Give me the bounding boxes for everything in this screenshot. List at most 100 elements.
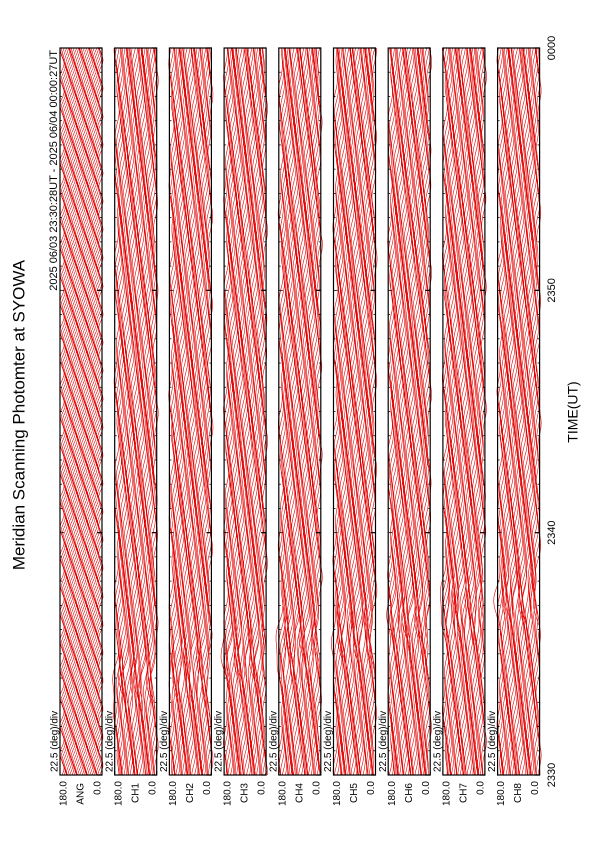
y-tick-label: 0.0 — [530, 781, 541, 795]
trace — [145, 47, 152, 776]
y-tick-label: 180.0 — [332, 781, 343, 806]
trace — [80, 47, 86, 776]
panel-label: CH2 — [185, 783, 196, 803]
trace — [462, 47, 469, 776]
rotated-plot: Meridian Scanning Photomter at SYOWA 202… — [9, 36, 580, 806]
trace — [195, 47, 202, 776]
trace — [399, 47, 406, 776]
trace — [186, 47, 194, 775]
trace — [524, 48, 532, 776]
trace — [235, 47, 243, 776]
trace — [137, 47, 145, 776]
panel: 0.0 180.0 CH2 22.5 (deg)/div — [159, 47, 214, 806]
panel: 0.0 180.0 CH6 22.5 (deg)/div — [378, 47, 433, 806]
trace — [514, 47, 521, 776]
trace — [200, 47, 207, 776]
trace — [416, 47, 427, 776]
trace — [520, 47, 528, 776]
trace — [249, 48, 256, 776]
scale-label: 22.5 (deg)/div — [433, 711, 444, 772]
trace — [346, 47, 353, 776]
trace — [85, 47, 91, 776]
trace — [237, 47, 245, 776]
scale-label: 22.5 (deg)/div — [50, 711, 61, 772]
y-tick-label: 180.0 — [113, 781, 124, 806]
scale-label: 22.5 (deg)/div — [323, 711, 334, 772]
trace — [392, 47, 400, 776]
trace — [236, 47, 246, 776]
trace — [202, 47, 210, 775]
panel-label: CH3 — [240, 783, 251, 803]
trace — [185, 47, 193, 776]
y-tick-label: 180.0 — [59, 781, 70, 806]
trace — [133, 47, 140, 776]
trace — [467, 47, 474, 776]
trace — [181, 47, 188, 776]
trace — [75, 47, 81, 776]
trace — [127, 47, 135, 776]
trace — [172, 47, 179, 776]
y-tick-label: 180.0 — [387, 781, 398, 806]
trace — [516, 47, 523, 776]
trace — [474, 47, 482, 776]
trace — [362, 47, 369, 776]
scale-label: 22.5 (deg)/div — [159, 711, 170, 772]
y-tick-label: 0.0 — [421, 781, 432, 795]
y-tick-label: 180.0 — [277, 781, 288, 806]
trace — [504, 47, 512, 776]
trace — [291, 47, 299, 776]
x-tick-label: 2350 — [546, 278, 558, 302]
trace — [517, 47, 524, 776]
trace — [118, 47, 125, 776]
trace — [117, 47, 126, 776]
y-tick-label: 0.0 — [257, 781, 268, 795]
trace — [183, 47, 192, 776]
trace — [259, 48, 266, 776]
trace — [65, 47, 71, 776]
trace — [414, 47, 421, 776]
trace — [526, 47, 533, 776]
scale-label: 22.5 (deg)/div — [214, 711, 225, 772]
panel-label: ANG — [76, 783, 87, 805]
trace — [229, 47, 236, 776]
y-tick-label: 0.0 — [202, 781, 213, 795]
trace — [358, 47, 366, 776]
panel: 0.0 180.0 CH3 22.5 (deg)/div — [214, 47, 268, 806]
trace — [515, 47, 522, 776]
trace — [282, 47, 289, 776]
y-tick-label: 180.0 — [496, 781, 507, 806]
trace — [410, 47, 417, 776]
trace — [361, 47, 368, 776]
trace — [471, 47, 479, 776]
trace — [451, 47, 458, 776]
x-tick-label: 2340 — [546, 520, 558, 544]
chart-title: Meridian Scanning Photomter at SYOWA — [9, 259, 28, 570]
trace — [197, 47, 204, 776]
trace — [510, 47, 518, 776]
trace — [532, 47, 539, 776]
scale-label: 22.5 (deg)/div — [487, 711, 498, 772]
trace — [253, 47, 263, 776]
trace — [512, 47, 519, 776]
trace — [117, 48, 124, 776]
subtitle: 2025 06/03 23:30:28UT - 2025 06/04 00:00… — [48, 50, 60, 291]
trace — [191, 47, 198, 776]
trace — [134, 47, 141, 776]
trace — [244, 47, 252, 776]
trace — [293, 48, 301, 776]
trace — [192, 47, 199, 776]
trace — [199, 47, 206, 776]
trace — [309, 47, 317, 775]
panel: 0.0 180.0 CH7 22.5 (deg)/div — [433, 47, 487, 806]
trace — [355, 48, 362, 776]
trace — [356, 47, 363, 776]
panel-label: CH5 — [349, 783, 360, 803]
trace — [149, 47, 157, 776]
trace — [147, 47, 155, 776]
x-tick-label: 0000 — [546, 36, 558, 60]
trace — [302, 47, 312, 776]
trace — [413, 47, 420, 776]
trace — [226, 47, 233, 776]
trace — [461, 47, 468, 776]
